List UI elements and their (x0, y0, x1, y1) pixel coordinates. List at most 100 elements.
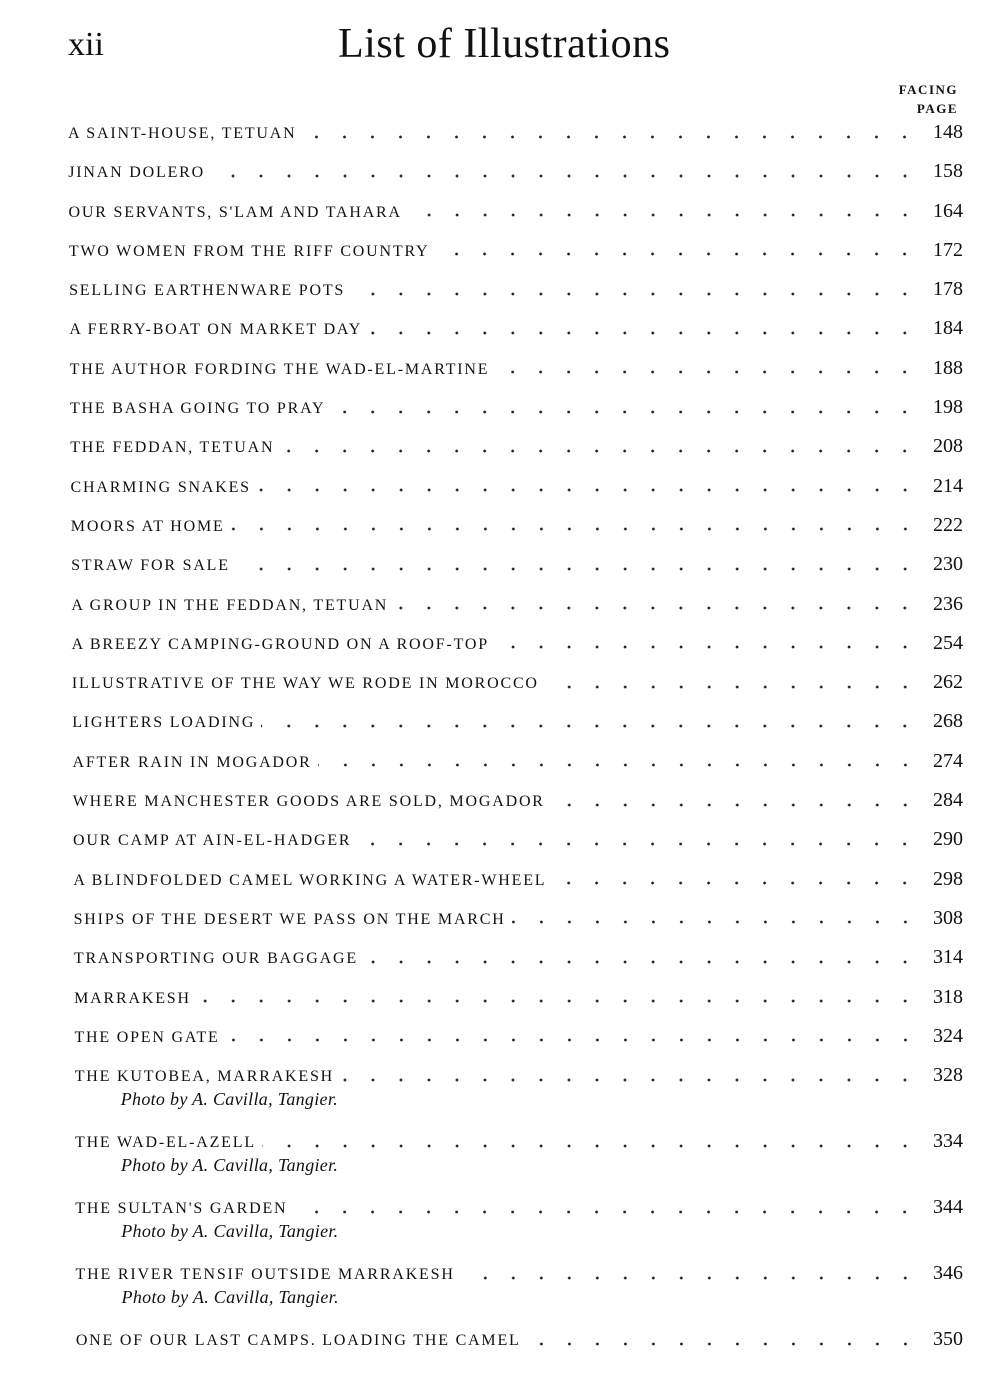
entry-page-number: 198 (933, 396, 963, 419)
list-item: JINAN DOLERO 158 (68, 160, 963, 199)
entry-page-number: 344 (933, 1196, 963, 1219)
entry-line: THE AUTHOR FORDING THE WAD-EL-MARTINE 188 (70, 357, 963, 380)
entry-page-number: 230 (933, 553, 963, 576)
photo-credit: Photo by A. Cavilla, Tangier. (121, 1221, 339, 1242)
dot-leader (363, 959, 919, 964)
entry-line: OUR CAMP AT AIN-EL-HADGER 290 (73, 828, 963, 851)
dot-leader (261, 1143, 919, 1148)
entry-page-number: 308 (933, 906, 963, 929)
dot-leader (460, 1275, 919, 1280)
photo-credit: Photo by A. Cavilla, Tangier. (121, 1155, 339, 1176)
dot-leader (435, 252, 919, 257)
dot-leader (407, 213, 919, 218)
page-label: PAGE (916, 101, 958, 116)
entry-page-number: 346 (933, 1262, 963, 1285)
entry-line: LIGHTERS LOADING 268 (72, 710, 963, 733)
entry-title: SHIPS OF THE DESERT WE PASS ON THE MARCH (73, 910, 506, 928)
list-item: SELLING EARTHENWARE POTS 178 (68, 278, 963, 317)
list-item: TWO WOMEN FROM THE RIFF COUNTRY 172 (68, 239, 963, 278)
entry-page-number: 184 (933, 317, 963, 340)
entry-line: WHERE MANCHESTER GOODS ARE SOLD, MOGADOR… (73, 789, 963, 812)
photo-credit: Photo by A. Cavilla, Tangier. (121, 1287, 339, 1308)
facing-label: FACING (898, 82, 958, 97)
entry-title: SELLING EARTHENWARE POTS (69, 282, 346, 300)
list-item: OUR SERVANTS, S'LAM AND TAHARA 164 (68, 200, 963, 239)
entry-title: JINAN DOLERO (68, 164, 205, 182)
dot-leader (293, 1209, 919, 1214)
entry-line: THE OPEN GATE 324 (74, 1025, 963, 1048)
facing-page-column-label: FACING PAGE (899, 80, 958, 118)
entry-page-number: 324 (933, 1024, 963, 1047)
list-item: THE KUTOBEA, MARRAKESH 328 Photo by A. Cav… (68, 1064, 963, 1130)
page-title: List of Illustrations (338, 21, 671, 67)
dot-leader (357, 841, 919, 846)
entry-title: MARRAKESH (74, 989, 191, 1007)
entry-page-number: 148 (933, 121, 963, 143)
entry-title: ILLUSTRATIVE OF THE WAY WE RODE IN MOROC… (71, 675, 539, 693)
dot-leader (550, 802, 919, 807)
dot-leader (495, 370, 919, 375)
list-item: MARRAKESH 318 (68, 986, 963, 1025)
entry-line: JINAN DOLERO 158 (68, 160, 963, 183)
entry-line: MOORS AT HOME 222 (71, 514, 963, 537)
dot-leader (235, 566, 919, 571)
entry-page-number: 172 (933, 238, 963, 261)
entry-line: THE FEDDAN, TETUAN 208 (70, 435, 963, 458)
entry-page-number: 328 (933, 1064, 963, 1087)
entry-line: SELLING EARTHENWARE POTS 178 (69, 278, 963, 301)
list-item: MOORS AT HOME 222 (68, 514, 963, 553)
entry-line: THE KUTOBEA, MARRAKESH 328 (75, 1064, 963, 1087)
entry-line: A BREEZY CAMPING-GROUND ON A ROOF-TOP 254 (72, 632, 963, 655)
entry-title: OUR SERVANTS, S'LAM AND TAHARA (68, 203, 402, 221)
entry-line: THE WAD-EL-AZELL 334 (75, 1130, 963, 1153)
dot-leader (331, 409, 919, 414)
entry-line: CHARMING SNAKES 214 (71, 475, 963, 498)
entry-page-number: 208 (933, 435, 963, 458)
entry-title: THE FEDDAN, TETUAN (70, 439, 275, 457)
dot-leader (302, 134, 919, 139)
list-item: THE RIVER TENSIF OUTSIDE MARRAKESH 346 Pho… (68, 1262, 963, 1328)
photo-credit: Photo by A. Cavilla, Tangier. (120, 1089, 338, 1110)
entry-title: MOORS AT HOME (70, 517, 225, 535)
list-item: A SAINT-HOUSE, TETUAN 148 (68, 121, 963, 160)
entry-page-number: 254 (933, 631, 963, 654)
entry-title: THE AUTHOR FORDING THE WAD-EL-MARTINE (69, 360, 490, 378)
entry-line: TWO WOMEN FROM THE RIFF COUNTRY 172 (69, 239, 963, 262)
list-item: A GROUP IN THE FEDDAN, TETUAN 236 (68, 593, 963, 632)
page-number: xii (68, 26, 104, 63)
list-item: STRAW FOR SALE 230 (68, 553, 963, 592)
entry-line: ONE OF OUR LAST CAMPS. LOADING THE CAMEL… (76, 1328, 963, 1351)
dot-leader (552, 881, 919, 886)
entry-title: WHERE MANCHESTER GOODS ARE SOLD, MOGADOR (72, 793, 545, 811)
entry-title: THE SULTAN'S GARDEN (75, 1200, 288, 1218)
entry-page-number: 268 (933, 710, 963, 733)
entry-page-number: 274 (933, 749, 963, 772)
entry-title: AFTER RAIN IN MOGADOR (72, 753, 312, 771)
dot-leader (225, 1038, 919, 1043)
entry-title: A BLINDFOLDED CAMEL WORKING A WATER-WHEE… (73, 871, 547, 889)
dot-leader (210, 173, 919, 178)
list-item: ILLUSTRATIVE OF THE WAY WE RODE IN MOROC… (68, 671, 963, 710)
entry-line: SHIPS OF THE DESERT WE PASS ON THE MARCH… (74, 907, 963, 930)
entry-page-number: 318 (933, 985, 963, 1008)
entry-title: A GROUP IN THE FEDDAN, TETUAN (71, 596, 389, 614)
entry-line: A FERRY-BOAT ON MARKET DAY 184 (69, 317, 963, 340)
entry-title: TWO WOMEN FROM THE RIFF COUNTRY (68, 242, 430, 260)
dot-leader (511, 920, 919, 925)
dot-leader (280, 448, 919, 453)
entry-title: THE RIVER TENSIF OUTSIDE MARRAKESH (75, 1266, 455, 1284)
entry-page-number: 298 (933, 867, 963, 890)
list-item: THE FEDDAN, TETUAN 208 (68, 435, 963, 474)
list-item: TRANSPORTING OUR BAGGAGE 314 (68, 946, 963, 985)
entry-page-number: 334 (933, 1130, 963, 1153)
entry-page-number: 188 (933, 356, 963, 379)
list-item: OUR CAMP AT AIN-EL-HADGER 290 (68, 828, 963, 867)
entry-line: STRAW FOR SALE 230 (71, 553, 963, 576)
entry-title: LIGHTERS LOADING (72, 714, 256, 732)
dot-leader (394, 606, 919, 611)
entry-page-number: 284 (933, 789, 963, 812)
entry-title: TRANSPORTING OUR BAGGAGE (73, 950, 358, 968)
list-item: AFTER RAIN IN MOGADOR 274 (68, 750, 963, 789)
list-item: CHARMING SNAKES 214 (68, 475, 963, 514)
entry-page-number: 214 (933, 474, 963, 497)
